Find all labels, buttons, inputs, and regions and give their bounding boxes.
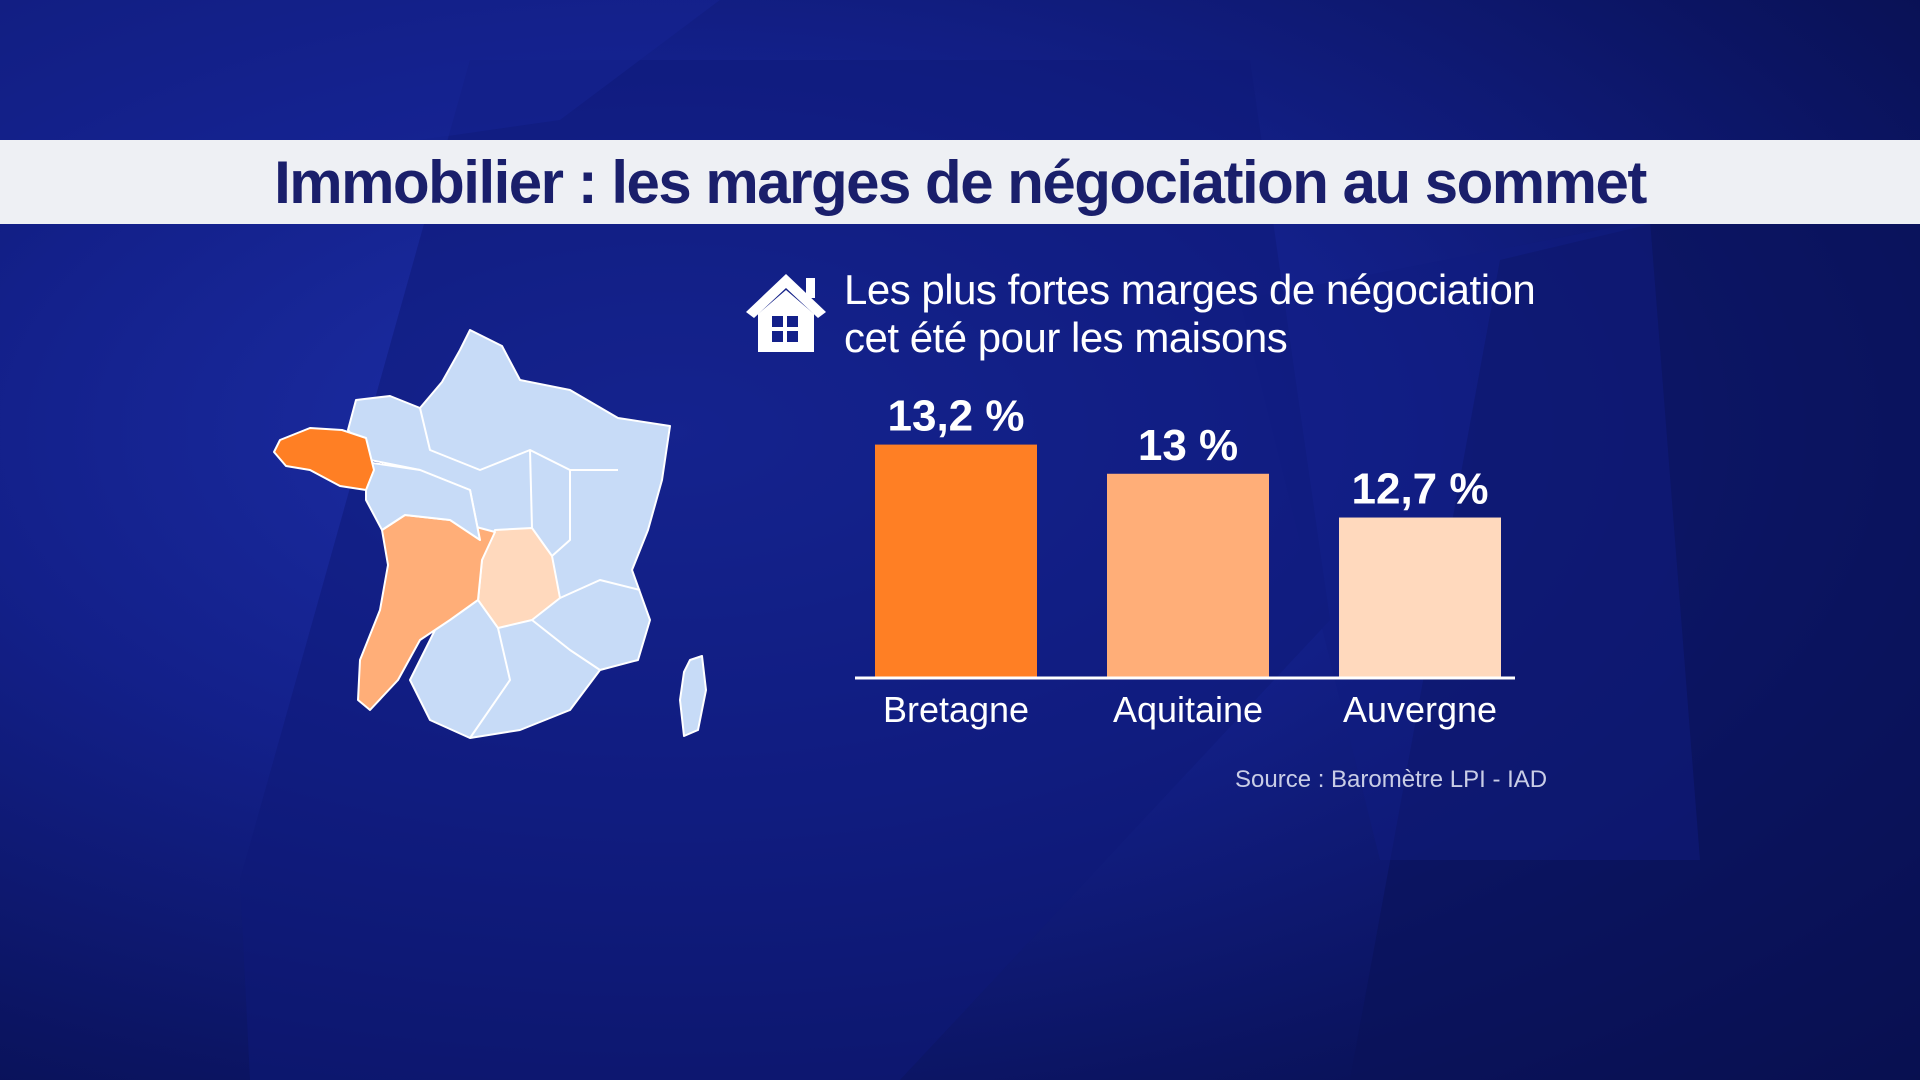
bar-aquitaine <box>1107 473 1269 678</box>
title-bar: Immobilier : les marges de négociation a… <box>0 140 1920 224</box>
category-label-auvergne: Auvergne <box>1343 689 1497 730</box>
page-title: Immobilier : les marges de négociation a… <box>274 148 1647 216</box>
house-icon <box>746 274 826 352</box>
subtitle-line-1: Les plus fortes marges de négociation <box>844 266 1536 313</box>
bar-chart: 13,2 % Bretagne 13 % Aquitaine 12,7 % Auvergn… <box>855 392 1515 730</box>
map-region-aquitaine <box>357 514 496 711</box>
map-region-corse <box>679 655 707 737</box>
subtitle-line-2: cet été pour les maisons <box>844 314 1288 361</box>
subtitle-block: Les plus fortes marges de négociation ce… <box>740 266 1536 362</box>
france-map <box>273 329 707 739</box>
value-label-bretagne: 13,2 % <box>888 392 1025 441</box>
bar-bretagne <box>875 444 1037 678</box>
value-label-auvergne: 12,7 % <box>1352 465 1489 514</box>
chart-subtitle: Les plus fortes marges de négociation ce… <box>844 266 1536 362</box>
category-label-aquitaine: Aquitaine <box>1113 689 1263 730</box>
map-region-bretagne <box>273 427 375 491</box>
bar-auvergne <box>1339 517 1501 678</box>
map-region-west <box>365 461 481 541</box>
category-label-bretagne: Bretagne <box>883 689 1029 730</box>
source-note: Source : Baromètre LPI - IAD <box>1235 766 1548 793</box>
value-label-aquitaine: 13 % <box>1138 421 1238 470</box>
